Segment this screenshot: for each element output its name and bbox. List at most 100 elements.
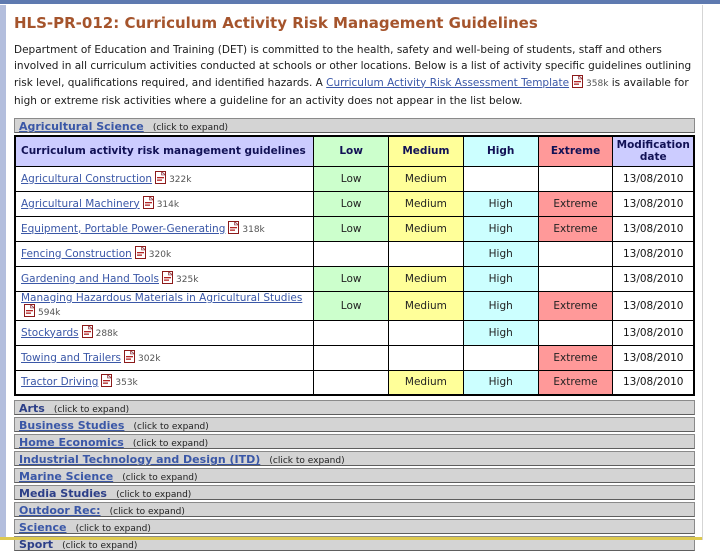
click-to-expand-hint: (click to expand)	[152, 123, 229, 134]
cell-low	[313, 344, 389, 371]
file-size: 358k	[586, 78, 609, 89]
collapsed-section-bar[interactable]: Science (click to expand)	[14, 519, 695, 535]
collapsed-section-bar[interactable]: Industrial Technology and Design (ITD) (…	[14, 451, 695, 467]
collapsed-section-bar[interactable]: Home Economics (click to expand)	[14, 434, 695, 450]
activity-cell: Gardening and Hand Tools 325k	[14, 265, 315, 292]
section-link[interactable]: Business Studies	[19, 419, 125, 433]
col-header-extreme: Extreme	[537, 135, 614, 167]
activity-cell: Towing and Trailers 302k	[14, 344, 315, 371]
cell-medium: Medium	[387, 215, 464, 242]
risk-assessment-template-link[interactable]: Curriculum Activity Risk Assessment Temp…	[326, 76, 570, 89]
file-size: 325k	[176, 274, 199, 285]
cell-low	[313, 319, 389, 346]
cell-high: High	[462, 290, 539, 321]
pdf-icon	[228, 220, 240, 237]
cell-date: 13/08/2010	[612, 215, 695, 242]
collapsed-section-bar[interactable]: Outdoor Rec: (click to expand)	[14, 502, 695, 518]
cell-extreme: Extreme	[537, 290, 614, 321]
window-top-edge	[0, 0, 720, 5]
cell-low: Low	[313, 165, 389, 192]
collapsed-section-bar[interactable]: Media Studies (click to expand)	[14, 485, 695, 501]
cell-extreme: Extreme	[537, 369, 614, 396]
section-link[interactable]: Outdoor Rec:	[19, 504, 101, 518]
table-row: Agricultural Machinery 314k Low Medium Hi…	[14, 190, 695, 217]
cell-medium: Medium	[387, 190, 464, 217]
activity-link[interactable]: Towing and Trailers	[21, 351, 122, 364]
cell-low: Low	[313, 190, 389, 217]
activity-cell: Fencing Construction 320k	[14, 240, 315, 267]
cell-extreme	[537, 165, 614, 192]
click-to-expand-hint: (click to expand)	[116, 490, 192, 501]
click-to-expand-hint: (click to expand)	[133, 422, 209, 433]
section-link[interactable]: Agricultural Science	[19, 120, 144, 134]
table-row: Towing and Trailers 302k Extreme 13/08/201…	[14, 344, 695, 371]
click-to-expand-hint: (click to expand)	[122, 473, 198, 484]
section-link[interactable]: Home Economics	[19, 436, 124, 450]
cell-extreme	[537, 319, 614, 346]
pdf-icon	[155, 170, 167, 187]
file-size: 594k	[38, 307, 61, 318]
cell-medium	[387, 319, 464, 346]
table-row: Equipment, Portable Power-Generating 318k…	[14, 215, 695, 242]
pdf-icon	[101, 374, 113, 390]
section-link[interactable]: Sport	[19, 538, 54, 552]
section-link[interactable]: Marine Science	[19, 470, 114, 484]
pdf-icon	[572, 74, 584, 93]
section-link[interactable]: Industrial Technology and Design (ITD)	[19, 453, 261, 467]
activity-cell: Managing Hazardous Materials in Agricult…	[14, 290, 315, 321]
pdf-icon	[24, 303, 36, 320]
collapsed-section-bar[interactable]: Marine Science (click to expand)	[14, 468, 695, 484]
activity-link[interactable]: Agricultural Construction	[21, 172, 153, 185]
cell-high: High	[462, 265, 539, 292]
file-size: 353k	[115, 378, 138, 389]
file-size: 320k	[148, 249, 172, 260]
cell-extreme: Extreme	[537, 215, 614, 242]
cell-high: High	[462, 190, 539, 217]
activity-cell: Tractor Driving 353k	[14, 369, 315, 396]
section-agricultural-science[interactable]: Agricultural Science (click to expand)	[14, 118, 695, 134]
pdf-icon	[134, 245, 147, 262]
collapsed-section-bar[interactable]: Arts (click to expand)	[14, 400, 695, 416]
pdf-icon	[142, 195, 155, 212]
cell-extreme: Extreme	[537, 190, 614, 217]
cell-low	[313, 369, 389, 396]
section-link[interactable]: Science	[19, 521, 67, 535]
click-to-expand-hint: (click to expand)	[62, 541, 138, 552]
activity-cell: Agricultural Machinery 314k	[14, 190, 315, 217]
pdf-icon	[162, 270, 174, 287]
cell-high	[462, 344, 539, 371]
collapsed-section-bar[interactable]: Business Studies (click to expand)	[14, 417, 695, 433]
col-header-high: High	[462, 135, 539, 167]
page-left-border	[0, 5, 6, 540]
col-header-activity: Curriculum activity risk management guid…	[14, 135, 315, 167]
cell-date: 13/08/2010	[612, 369, 695, 396]
cell-high: High	[462, 369, 539, 396]
cell-date: 13/08/2010	[612, 319, 695, 346]
activity-link[interactable]: Stockyards	[21, 326, 79, 339]
cell-high: High	[462, 215, 539, 242]
cell-high: High	[462, 319, 539, 346]
activity-link[interactable]: Fencing Construction	[21, 247, 132, 260]
section-link[interactable]: Arts	[19, 402, 45, 416]
table-row: Agricultural Construction 322k Low Medium…	[14, 165, 695, 192]
cell-date: 13/08/2010	[612, 265, 695, 292]
activity-link[interactable]: Agricultural Machinery	[21, 197, 140, 210]
activity-cell: Agricultural Construction 322k	[14, 165, 315, 192]
section-link[interactable]: Media Studies	[19, 487, 107, 501]
intro-paragraph: Department of Education and Training (DE…	[14, 42, 695, 109]
activity-link[interactable]: Managing Hazardous Materials in Agricult…	[21, 291, 303, 304]
cell-medium: Medium	[387, 265, 464, 292]
table-row: Managing Hazardous Materials in Agricult…	[14, 290, 695, 321]
cell-extreme: Extreme	[537, 344, 614, 371]
activity-link[interactable]: Gardening and Hand Tools	[21, 272, 160, 285]
intro-text-after: is available for high or extreme risk ac…	[14, 76, 689, 107]
table-row: Gardening and Hand Tools 325k Low Medium …	[14, 265, 695, 292]
table-row: Stockyards 288k High 13/08/2010	[14, 319, 695, 346]
cell-high: High	[462, 240, 539, 267]
activity-cell: Stockyards 288k	[14, 319, 315, 346]
activity-link[interactable]: Tractor Driving	[21, 376, 99, 389]
cell-date: 13/08/2010	[612, 165, 695, 192]
cell-low	[313, 240, 389, 267]
activity-link[interactable]: Equipment, Portable Power-Generating	[21, 222, 226, 235]
intro-text-before: Department of Education and Training (DE…	[14, 44, 692, 89]
